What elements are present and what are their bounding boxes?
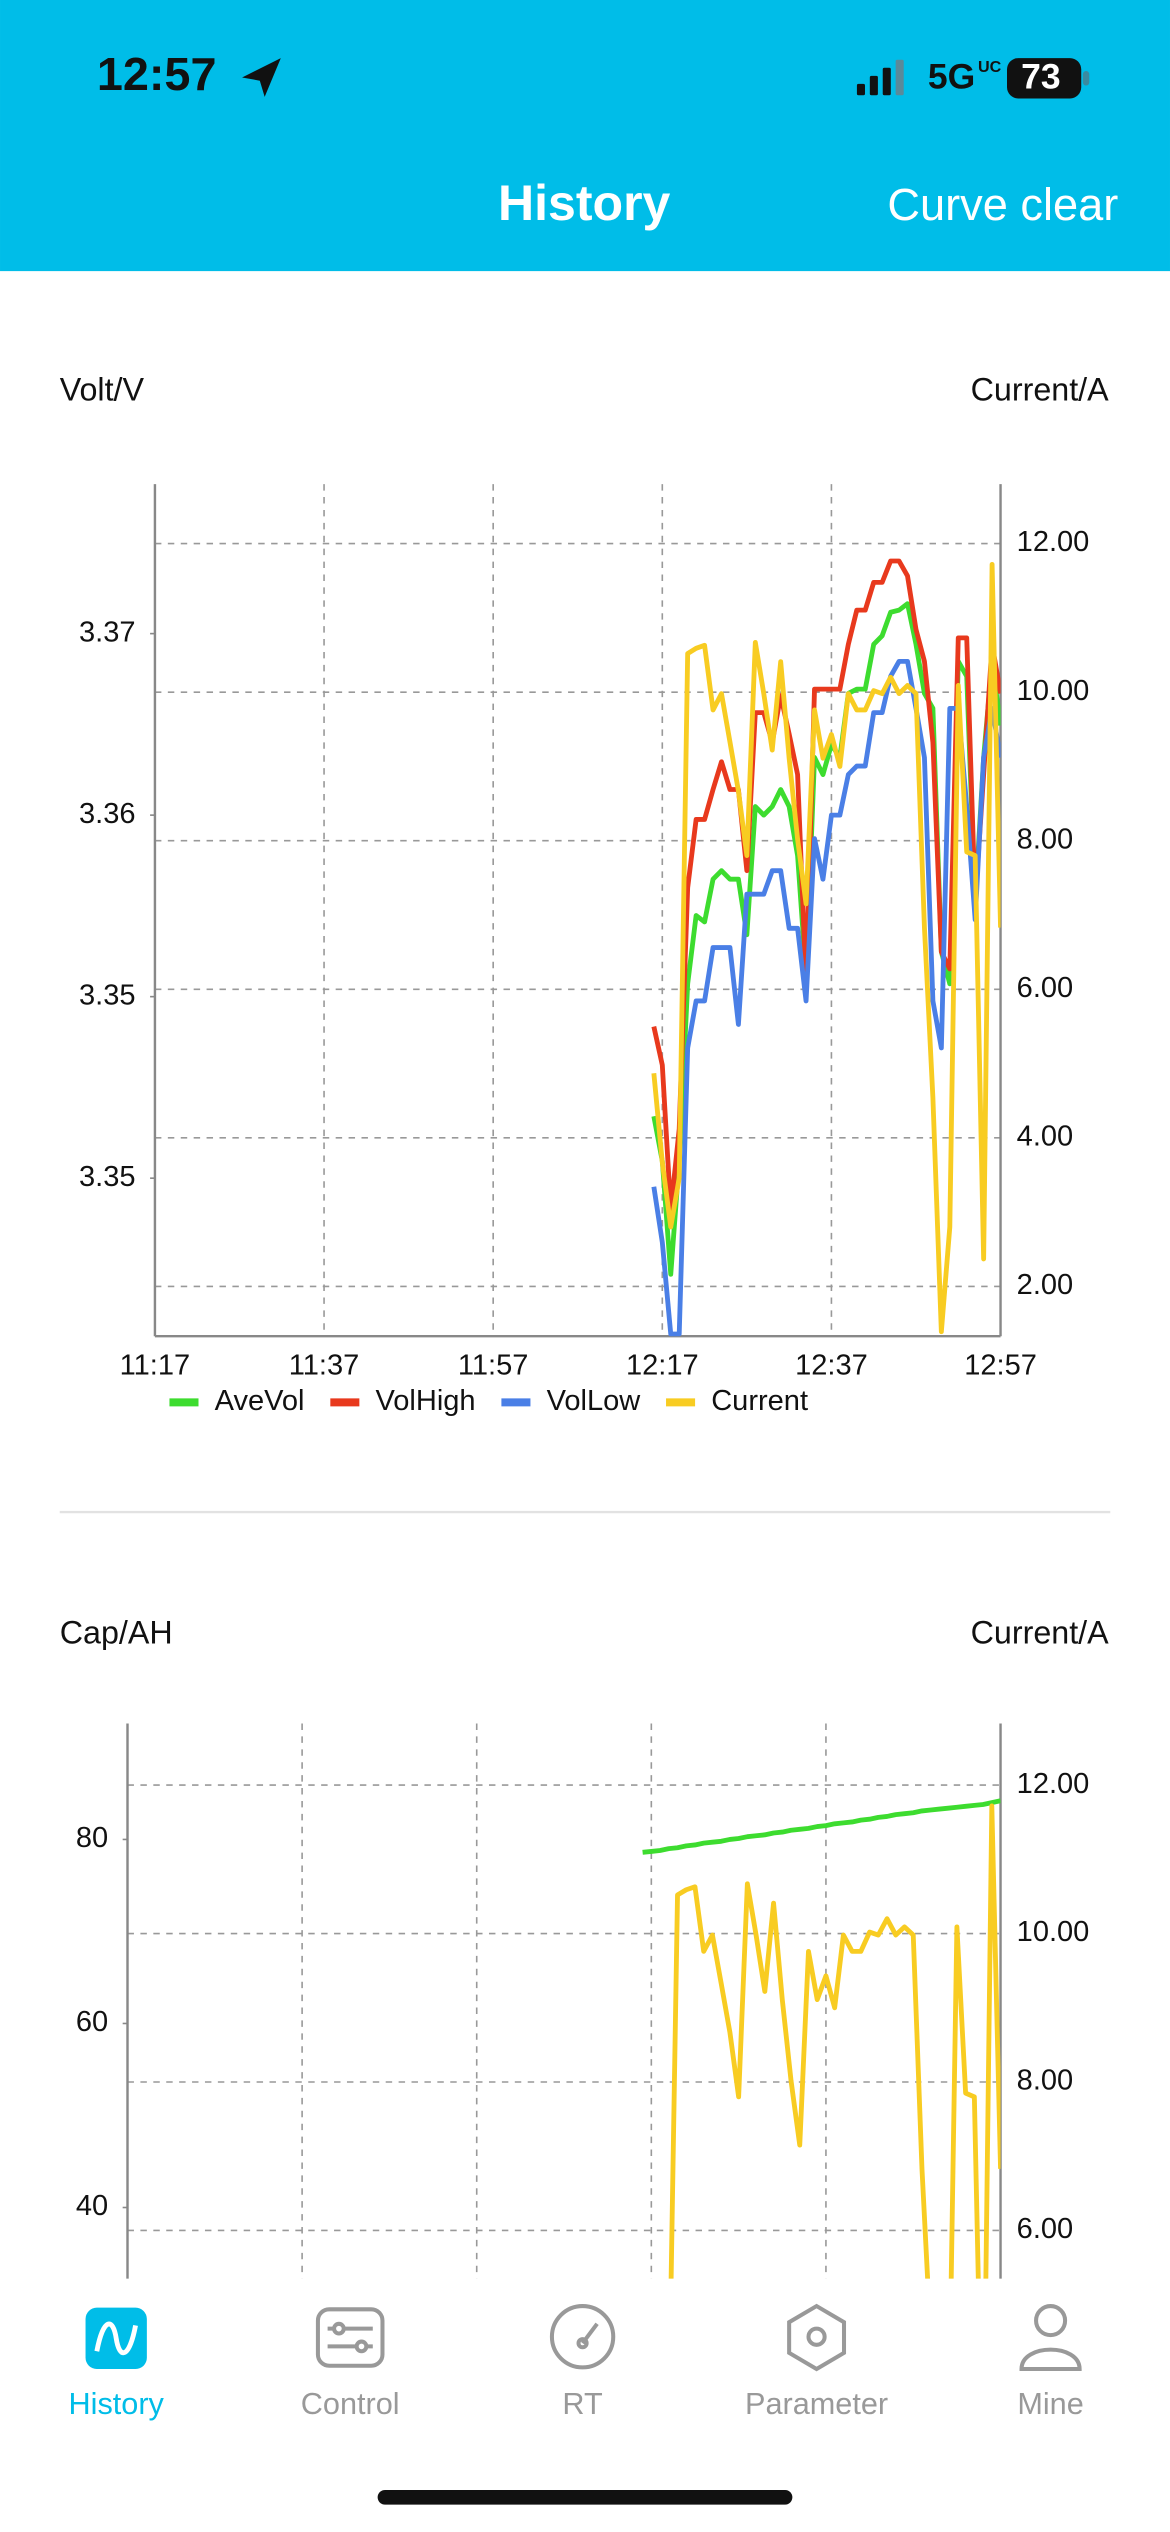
tab-items: History Control RT Parameter Mine (69, 2303, 1084, 2421)
y-axis-label: Volt/V (60, 372, 145, 408)
series-line (651, 561, 1001, 1335)
x-tick-label: 12:17 (626, 1350, 699, 1382)
y2-tick-label: 4.00 (1017, 1121, 1074, 1153)
header-title: History (498, 175, 671, 231)
network-type: 5G (928, 56, 975, 96)
tab-label[interactable]: Parameter (745, 2387, 888, 2421)
curve-clear-button[interactable]: Curve clear (887, 179, 1118, 230)
network-sub: UC (978, 58, 1002, 76)
tab-label[interactable]: RT (562, 2387, 603, 2421)
y-tick-label: 3.35 (79, 1161, 136, 1193)
legend-label: Current (711, 1385, 808, 1417)
tab-label[interactable]: Control (301, 2387, 400, 2421)
x-tick-label: 12:37 (795, 1350, 868, 1382)
battery-level: 73 (1021, 56, 1061, 96)
x-tick-label: 11:37 (289, 1350, 360, 1382)
y2-tick-label: 8.00 (1017, 823, 1074, 855)
x-tick-label: 11:57 (458, 1350, 529, 1382)
legend-label: VolHigh (376, 1385, 476, 1417)
signal-icon (856, 59, 904, 96)
header-background (0, 0, 1170, 272)
y-tick-label: 60 (76, 2006, 108, 2038)
x-tick-label: 12:57 (964, 1350, 1037, 1382)
y-tick-label: 3.35 (79, 979, 136, 1011)
battery-nub (1082, 71, 1090, 86)
tab-history-icon (85, 2307, 147, 2370)
y2-axis-label: Current/A (971, 372, 1110, 408)
series-line (651, 658, 1001, 1337)
y-tick-label: 3.37 (79, 616, 136, 648)
y-tick-label: 40 (76, 2190, 108, 2222)
y2-tick-label: 2.00 (1017, 1269, 1074, 1301)
y2-tick-label: 8.00 (1017, 2065, 1074, 2097)
tab-control-icon (315, 2307, 385, 2368)
status-time: 12:57 (97, 48, 217, 100)
y2-tick-label: 10.00 (1017, 675, 1090, 707)
charts: Volt/V Current/A 11:17 11:37 11:57 12:17 12:37… (60, 372, 1109, 2532)
series-line (642, 1798, 1001, 1855)
tab-label[interactable]: Mine (1017, 2387, 1083, 2421)
series-line (640, 1803, 1001, 2532)
location-icon (242, 58, 281, 97)
y2-tick-label: 6.00 (1017, 972, 1074, 1004)
tab-rt-icon (549, 2304, 616, 2370)
y-tick-label: 80 (76, 1822, 108, 1854)
y2-tick-label: 10.00 (1017, 1916, 1090, 1948)
tab-parameter-icon (787, 2303, 847, 2372)
home-indicator (377, 2490, 793, 2505)
y-tick-label: 3.36 (79, 798, 136, 830)
y2-axis-label: Current/A (971, 1614, 1110, 1650)
chart: Volt/V Current/A 11:17 11:37 11:57 12:17 12:37… (60, 372, 1109, 1417)
y2-tick-label: 12.00 (1017, 1768, 1090, 1800)
legend-label: VolLow (547, 1385, 642, 1417)
y-axis-label: Cap/AH (60, 1614, 173, 1650)
battery-icon (1007, 58, 1082, 99)
y2-tick-label: 12.00 (1017, 526, 1090, 558)
tab-bar (0, 2278, 1170, 2532)
y2-tick-label: 6.00 (1017, 2213, 1074, 2245)
tab-label[interactable]: History (69, 2387, 165, 2421)
x-tick-label: 11:17 (120, 1350, 190, 1382)
tab-mine-icon (1019, 2304, 1082, 2372)
legend-label: AveVol (215, 1385, 305, 1417)
